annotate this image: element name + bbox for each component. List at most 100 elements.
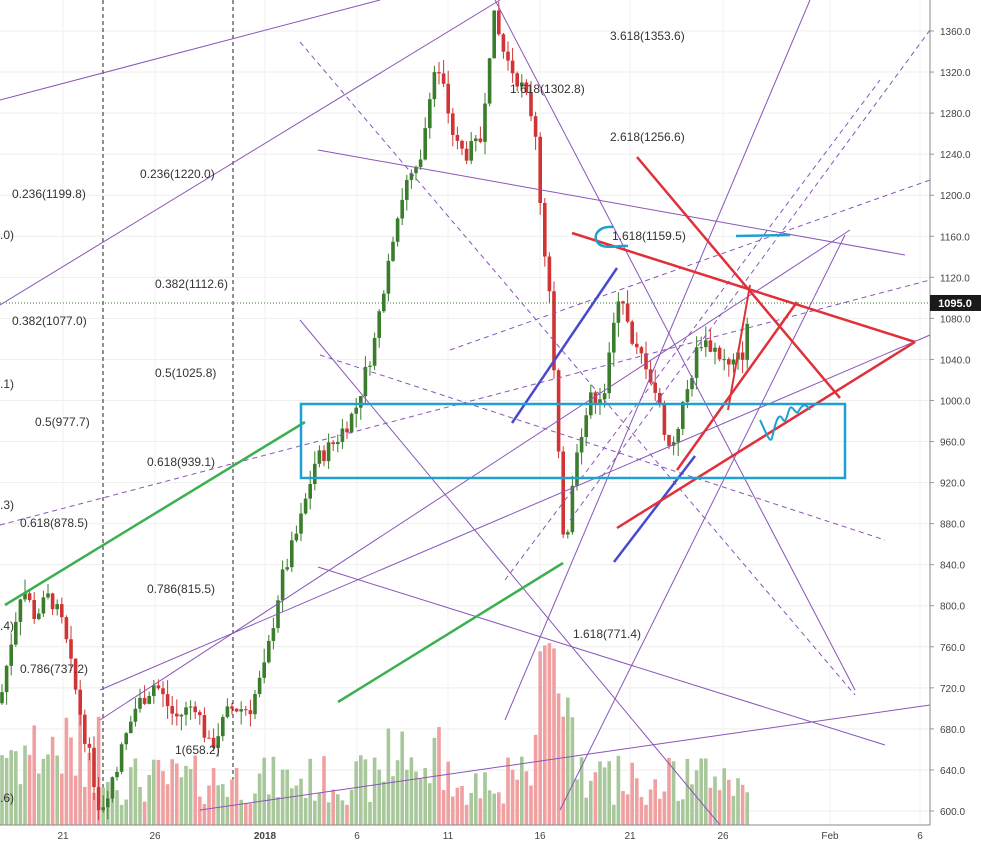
candle-body (326, 442, 331, 462)
volume-bar (451, 796, 455, 825)
red-triangle-line (571, 231, 916, 344)
fib-level-label: 0.5(977.7) (35, 415, 90, 429)
volume-bar (469, 792, 473, 825)
volume-bar (115, 790, 119, 825)
volume-bar (170, 759, 174, 825)
volume-bar (368, 801, 372, 825)
volume-bar (50, 736, 55, 825)
volume-bar (156, 760, 161, 825)
volume-bar (244, 803, 248, 825)
volume-bar (0, 755, 4, 825)
x-tick-label: 21 (57, 831, 69, 842)
fib-level-label: 0.382(1077.0) (12, 314, 87, 328)
candle-body (152, 685, 156, 696)
volume-bar (662, 791, 667, 825)
current-price-tag (930, 294, 981, 311)
volume-bar (667, 757, 671, 825)
y-tick-label: 840.0 (940, 561, 965, 572)
candle-body (529, 92, 533, 117)
y-tick-label: 600.0 (940, 807, 965, 818)
candle-body (336, 441, 340, 445)
y-tick-label: 1040.0 (940, 355, 971, 366)
candle-body (27, 593, 32, 601)
candle-body (497, 10, 501, 35)
candle-body (322, 450, 326, 462)
volume-bar (303, 797, 308, 825)
candle-body (653, 382, 657, 393)
candle-body (170, 706, 174, 714)
volume-bar (202, 803, 207, 825)
volume-bar (14, 751, 18, 825)
volume-bar (694, 770, 699, 825)
y-tick-label: 1320.0 (940, 68, 971, 79)
volume-bar (492, 793, 496, 825)
x-tick-label: 26 (149, 831, 161, 842)
volume-bar (736, 778, 740, 825)
volume-bar (593, 772, 598, 825)
y-tick-label: 1240.0 (940, 150, 971, 161)
candle-body (492, 10, 496, 59)
volume-bar (386, 728, 391, 825)
trendline-purple (494, 0, 856, 691)
candle-body (299, 513, 303, 534)
candle-body (46, 593, 50, 598)
volume-bar (395, 760, 400, 825)
volume-bar (722, 768, 726, 825)
candle-body (290, 540, 294, 568)
green-trendline (337, 561, 564, 704)
candle-body (584, 415, 588, 437)
y-tick-label: 760.0 (940, 643, 965, 654)
volume-bar (575, 779, 579, 825)
candle-body (110, 777, 115, 799)
volume-bar (483, 772, 487, 825)
drawings (0, 0, 931, 826)
candle-body (244, 709, 248, 711)
candle-body (225, 706, 230, 718)
candle-body (727, 359, 731, 365)
candle-body (658, 392, 662, 404)
fib-level-label: 0.236(1199.8) (12, 187, 86, 201)
volume-bar (506, 757, 510, 825)
volume-bar (690, 784, 694, 825)
trendline-dashed (299, 41, 856, 696)
trendline-dashed (449, 179, 931, 351)
volume-bar (538, 651, 542, 825)
candle-body (207, 737, 211, 739)
volume-bar (497, 792, 501, 825)
volume-bar (543, 645, 547, 825)
blue-channel-line (510, 267, 619, 424)
volume-bar (616, 755, 621, 825)
volume-bar (198, 796, 202, 825)
volume-bar (704, 758, 708, 825)
candle-body (308, 484, 312, 499)
candle-body (221, 717, 225, 737)
volume-bar (110, 780, 115, 825)
volume-bar (653, 779, 657, 825)
candle-body (575, 452, 579, 486)
volume-bar (336, 794, 340, 825)
candle-body (446, 83, 450, 114)
candle-body (487, 58, 492, 104)
candle-body (437, 72, 441, 74)
volume-bar (589, 780, 593, 825)
candle-body (359, 396, 363, 408)
cyan-annotation (735, 233, 791, 238)
trendline-purple (99, 334, 931, 691)
trendline-purple (317, 566, 886, 746)
candle-body (713, 347, 717, 352)
y-tick-label: 1360.0 (940, 27, 971, 38)
candle-body (432, 72, 437, 100)
volume-bar (685, 758, 690, 825)
fib-level-label: 0.236(1220.0) (140, 167, 215, 181)
volume-bar (570, 717, 575, 825)
candle-body (331, 442, 335, 445)
candle-body (18, 599, 23, 622)
volume-bar (372, 757, 377, 825)
volume-bar (69, 737, 73, 825)
candle-body (354, 407, 358, 414)
candle-body (722, 359, 726, 361)
candle-body (257, 677, 262, 695)
candle-body (55, 604, 59, 610)
